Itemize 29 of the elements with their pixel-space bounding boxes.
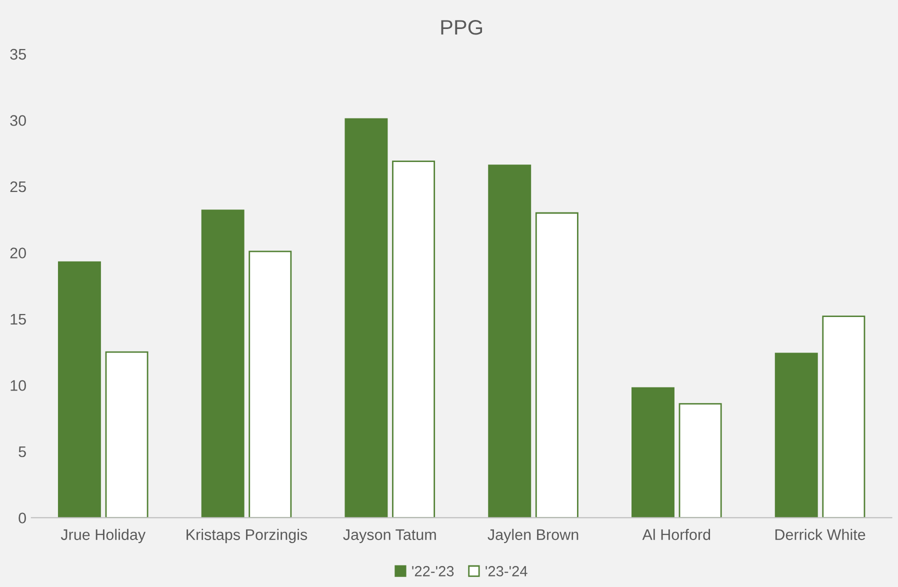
legend-label: '23-'24	[486, 566, 528, 576]
y-tick-label: 25	[10, 181, 26, 192]
bar	[392, 160, 436, 518]
y-tick-label: 20	[10, 248, 26, 258]
x-tick-label: Jayson Tatum	[343, 529, 436, 544]
bar	[822, 316, 866, 518]
legend-label: '22-'23	[412, 566, 454, 576]
x-tick-label: Kristaps Porzingis	[186, 528, 308, 544]
bar	[58, 261, 101, 518]
bar	[774, 352, 818, 518]
bar	[105, 351, 148, 518]
bar	[535, 212, 578, 518]
bar	[488, 164, 532, 518]
y-tick-label: 30	[10, 115, 26, 126]
y-tick-label: 35	[10, 48, 26, 60]
y-tick-label: 15	[10, 314, 26, 325]
y-tick-label: 5	[18, 446, 26, 458]
bar	[344, 118, 388, 518]
x-tick-label: Derrick White	[775, 528, 866, 540]
y-tick-label: 10	[10, 380, 26, 391]
x-tick-label: Jrue Holiday	[60, 528, 146, 544]
x-tick-label: Jaylen Brown	[488, 528, 578, 544]
x-tick-label: Al Horford	[642, 528, 710, 540]
bar	[201, 210, 244, 518]
bar	[248, 250, 292, 518]
bar	[678, 403, 722, 518]
bar	[632, 387, 674, 518]
y-tick-label: 0	[18, 512, 26, 524]
chart-title: PPG	[441, 20, 482, 35]
